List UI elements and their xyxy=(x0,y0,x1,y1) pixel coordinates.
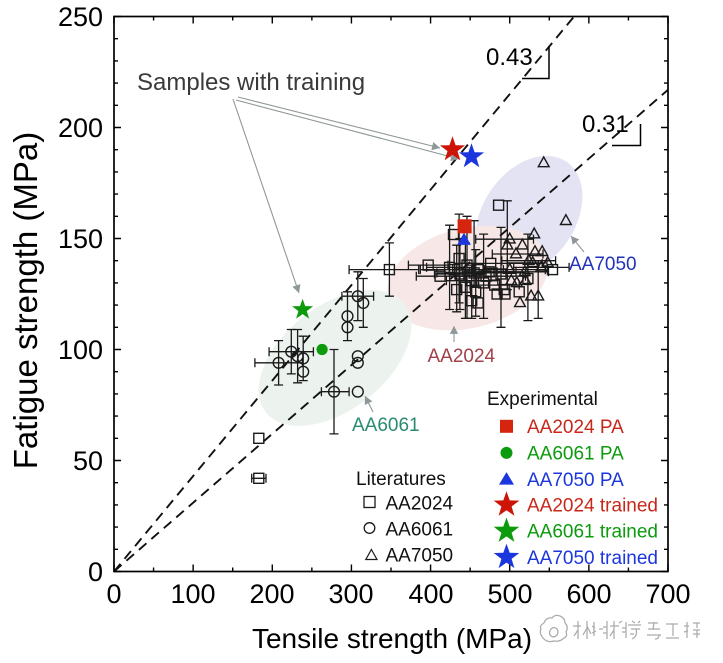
svg-text:AA2024: AA2024 xyxy=(386,493,454,514)
svg-text:0: 0 xyxy=(106,579,121,609)
svg-text:300: 300 xyxy=(328,579,373,609)
svg-text:AA2024 trained: AA2024 trained xyxy=(527,496,658,517)
svg-text:AA6061 PA: AA6061 PA xyxy=(527,444,624,465)
svg-text:AA6061: AA6061 xyxy=(352,415,420,436)
svg-text:50: 50 xyxy=(73,446,103,476)
svg-text:Experimental: Experimental xyxy=(487,389,598,410)
svg-text:AA7050 PA: AA7050 PA xyxy=(527,470,624,491)
svg-text:AA2024 PA: AA2024 PA xyxy=(527,417,624,438)
svg-text:AA6061: AA6061 xyxy=(386,520,454,541)
svg-text:400: 400 xyxy=(408,579,453,609)
svg-text:700: 700 xyxy=(645,579,690,609)
svg-text:100: 100 xyxy=(170,579,215,609)
svg-text:250: 250 xyxy=(58,2,103,32)
svg-text:Fatigue strength (MPa): Fatigue strength (MPa) xyxy=(7,132,44,469)
svg-text:100: 100 xyxy=(58,335,103,365)
svg-text:AA7050: AA7050 xyxy=(569,254,637,275)
svg-text:600: 600 xyxy=(566,579,611,609)
svg-text:Literatures: Literatures xyxy=(356,469,446,490)
svg-text:AA2024: AA2024 xyxy=(428,346,496,367)
svg-text:Samples with training: Samples with training xyxy=(137,69,365,96)
svg-text:0.31: 0.31 xyxy=(582,111,629,138)
svg-text:0: 0 xyxy=(88,557,103,587)
svg-text:500: 500 xyxy=(487,579,532,609)
svg-text:Tensile strength (MPa): Tensile strength (MPa) xyxy=(252,623,532,654)
svg-text:200: 200 xyxy=(58,113,103,143)
svg-text:0.43: 0.43 xyxy=(486,44,533,71)
svg-text:AA6061 trained: AA6061 trained xyxy=(527,522,658,543)
svg-text:AA7050 trained: AA7050 trained xyxy=(527,548,658,569)
svg-text:150: 150 xyxy=(58,224,103,254)
svg-text:200: 200 xyxy=(249,579,294,609)
svg-text:AA7050: AA7050 xyxy=(386,546,454,567)
